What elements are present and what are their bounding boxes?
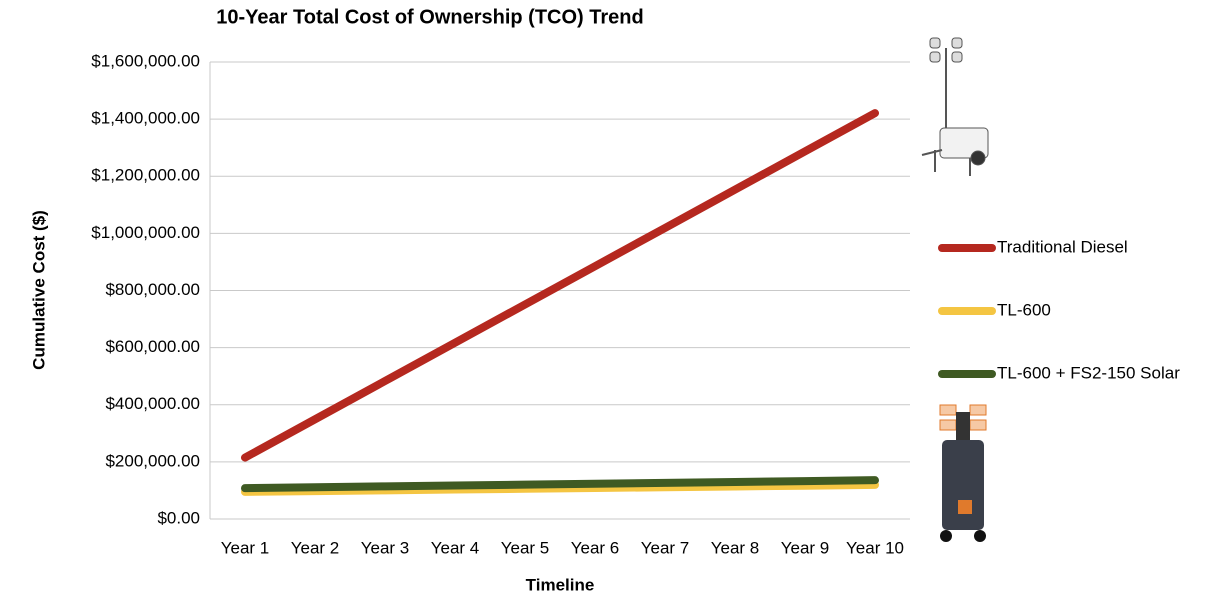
y-tick-label: $0.00 (157, 508, 200, 527)
legend-label: TL-600 (997, 300, 1051, 319)
y-tick-label: $400,000.00 (105, 394, 200, 413)
x-tick-label: Year 6 (571, 538, 620, 557)
y-tick-label: $1,400,000.00 (91, 109, 200, 128)
x-tick-label: Year 2 (291, 538, 340, 557)
y-axis-title: Cumulative Cost ($) (29, 210, 48, 370)
tl600-icon (939, 404, 987, 542)
series-line (241, 476, 879, 493)
x-tick-label: Year 1 (221, 538, 270, 557)
x-tick-label: Year 5 (501, 538, 550, 557)
legend-label: Traditional Diesel (997, 237, 1128, 256)
diesel-tower-icon (921, 37, 989, 176)
x-tick-label: Year 9 (781, 538, 830, 557)
y-tick-label: $1,000,000.00 (91, 223, 200, 242)
x-axis-title: Timeline (526, 575, 595, 594)
x-tick-label: Year 4 (431, 538, 480, 557)
y-tick-label: $1,600,000.00 (91, 51, 200, 70)
y-tick-label: $1,200,000.00 (91, 166, 200, 185)
x-tick-label: Year 3 (361, 538, 410, 557)
x-tick-label: Year 7 (641, 538, 690, 557)
x-tick-label: Year 10 (846, 538, 904, 557)
y-tick-label: $600,000.00 (105, 337, 200, 356)
y-tick-label: $800,000.00 (105, 280, 200, 299)
chart-title: 10-Year Total Cost of Ownership (TCO) Tr… (216, 6, 643, 28)
x-tick-label: Year 8 (711, 538, 760, 557)
y-tick-label: $200,000.00 (105, 451, 200, 470)
series-line (241, 109, 879, 462)
legend-label: TL-600 + FS2-150 Solar (997, 363, 1180, 382)
